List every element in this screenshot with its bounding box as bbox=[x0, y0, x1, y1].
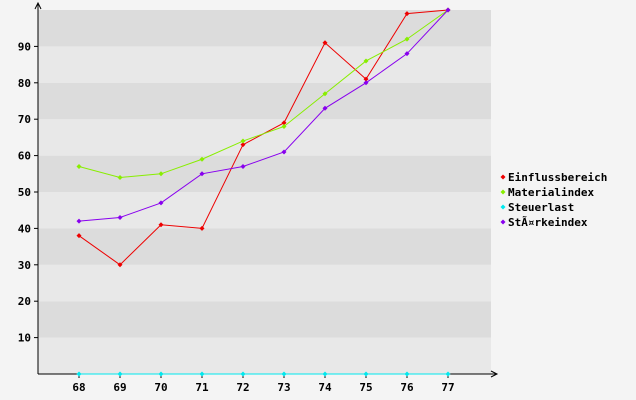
y-tick-label: 80 bbox=[18, 77, 31, 90]
y-tick-label: 10 bbox=[18, 332, 31, 345]
data-point bbox=[404, 11, 410, 17]
data-point bbox=[240, 142, 246, 148]
grid-band bbox=[38, 264, 491, 302]
data-point bbox=[240, 164, 246, 170]
tick-labels: 10 20 30 40 50 60 70 80 90 68 69 70 71 72 73 74 75 76 77 bbox=[18, 40, 455, 394]
data-point bbox=[281, 120, 287, 126]
legend-label: Steuerlast bbox=[508, 201, 574, 214]
data-point bbox=[322, 105, 328, 111]
grid-band bbox=[38, 337, 491, 374]
legend-item: Materialindex bbox=[500, 186, 594, 199]
x-tick-label: 70 bbox=[154, 381, 167, 394]
x-tick-label: 73 bbox=[277, 381, 290, 394]
data-point bbox=[117, 174, 123, 180]
data-point bbox=[158, 371, 164, 377]
x-tick-label: 68 bbox=[72, 381, 85, 394]
y-tick-label: 40 bbox=[18, 222, 31, 235]
legend-marker bbox=[500, 219, 506, 225]
grid-band bbox=[38, 82, 491, 120]
y-axis-arrow bbox=[34, 1, 42, 10]
x-tick-label: 76 bbox=[400, 381, 414, 394]
grid-band bbox=[38, 155, 491, 192]
data-point bbox=[199, 156, 205, 162]
data-point bbox=[76, 371, 82, 377]
y-tick-label: 30 bbox=[18, 259, 31, 272]
x-tick-label: 72 bbox=[236, 381, 249, 394]
grid-bands bbox=[38, 10, 491, 374]
legend-item: StÃ¤rkeindex bbox=[500, 216, 588, 229]
data-point bbox=[240, 371, 246, 377]
data-point bbox=[363, 58, 369, 64]
grid-band bbox=[38, 119, 491, 156]
x-tick-label: 74 bbox=[318, 381, 332, 394]
data-point bbox=[445, 371, 451, 377]
data-point bbox=[363, 80, 369, 86]
series-line bbox=[78, 9, 449, 178]
data-point bbox=[199, 225, 205, 231]
legend-marker bbox=[500, 189, 506, 195]
y-tick-label: 70 bbox=[18, 113, 31, 126]
data-point bbox=[281, 371, 287, 377]
legend-item: Steuerlast bbox=[500, 201, 574, 214]
data-point bbox=[199, 171, 205, 177]
data-point bbox=[158, 222, 164, 228]
legend-label: Einflussbereich bbox=[508, 171, 607, 184]
legend: Einflussbereich Materialindex Steuerlast St… bbox=[500, 171, 607, 229]
legend-marker bbox=[500, 204, 506, 210]
legend-marker bbox=[500, 174, 506, 180]
series-lines bbox=[76, 7, 451, 377]
data-point bbox=[404, 36, 410, 42]
x-tick-label: 71 bbox=[195, 381, 209, 394]
x-axis-arrow bbox=[490, 370, 499, 378]
grid-band bbox=[38, 228, 491, 265]
data-point bbox=[281, 123, 287, 129]
data-point bbox=[404, 51, 410, 57]
data-point bbox=[76, 233, 82, 239]
data-point bbox=[240, 138, 246, 144]
data-point bbox=[445, 7, 451, 13]
x-tick-label: 77 bbox=[441, 381, 454, 394]
data-point bbox=[363, 371, 369, 377]
data-point bbox=[322, 40, 328, 46]
data-point bbox=[117, 371, 123, 377]
grid-band bbox=[38, 46, 491, 83]
data-point bbox=[117, 262, 123, 268]
x-tick-label: 69 bbox=[113, 381, 126, 394]
y-tick-label: 50 bbox=[18, 186, 31, 199]
y-tick-label: 90 bbox=[18, 40, 31, 53]
data-point bbox=[158, 200, 164, 206]
series-line bbox=[78, 9, 449, 222]
y-tick-label: 20 bbox=[18, 295, 31, 308]
legend-item: Einflussbereich bbox=[500, 171, 607, 184]
series-steuerlast bbox=[76, 371, 451, 377]
data-point bbox=[322, 371, 328, 377]
data-point bbox=[322, 91, 328, 97]
data-point bbox=[363, 76, 369, 82]
series-st-rkeindex bbox=[76, 7, 451, 224]
grid-band bbox=[38, 10, 491, 47]
data-point bbox=[158, 171, 164, 177]
data-point bbox=[199, 371, 205, 377]
grid-band bbox=[38, 192, 491, 229]
grid-band bbox=[38, 301, 491, 338]
y-tick-label: 60 bbox=[18, 150, 31, 163]
data-point bbox=[76, 218, 82, 224]
legend-label: Materialindex bbox=[508, 186, 594, 199]
x-tick-label: 75 bbox=[359, 381, 372, 394]
data-point bbox=[117, 214, 123, 220]
data-point bbox=[404, 371, 410, 377]
legend-label: StÃ¤rkeindex bbox=[508, 216, 588, 229]
data-point bbox=[76, 164, 82, 170]
data-point bbox=[281, 149, 287, 155]
